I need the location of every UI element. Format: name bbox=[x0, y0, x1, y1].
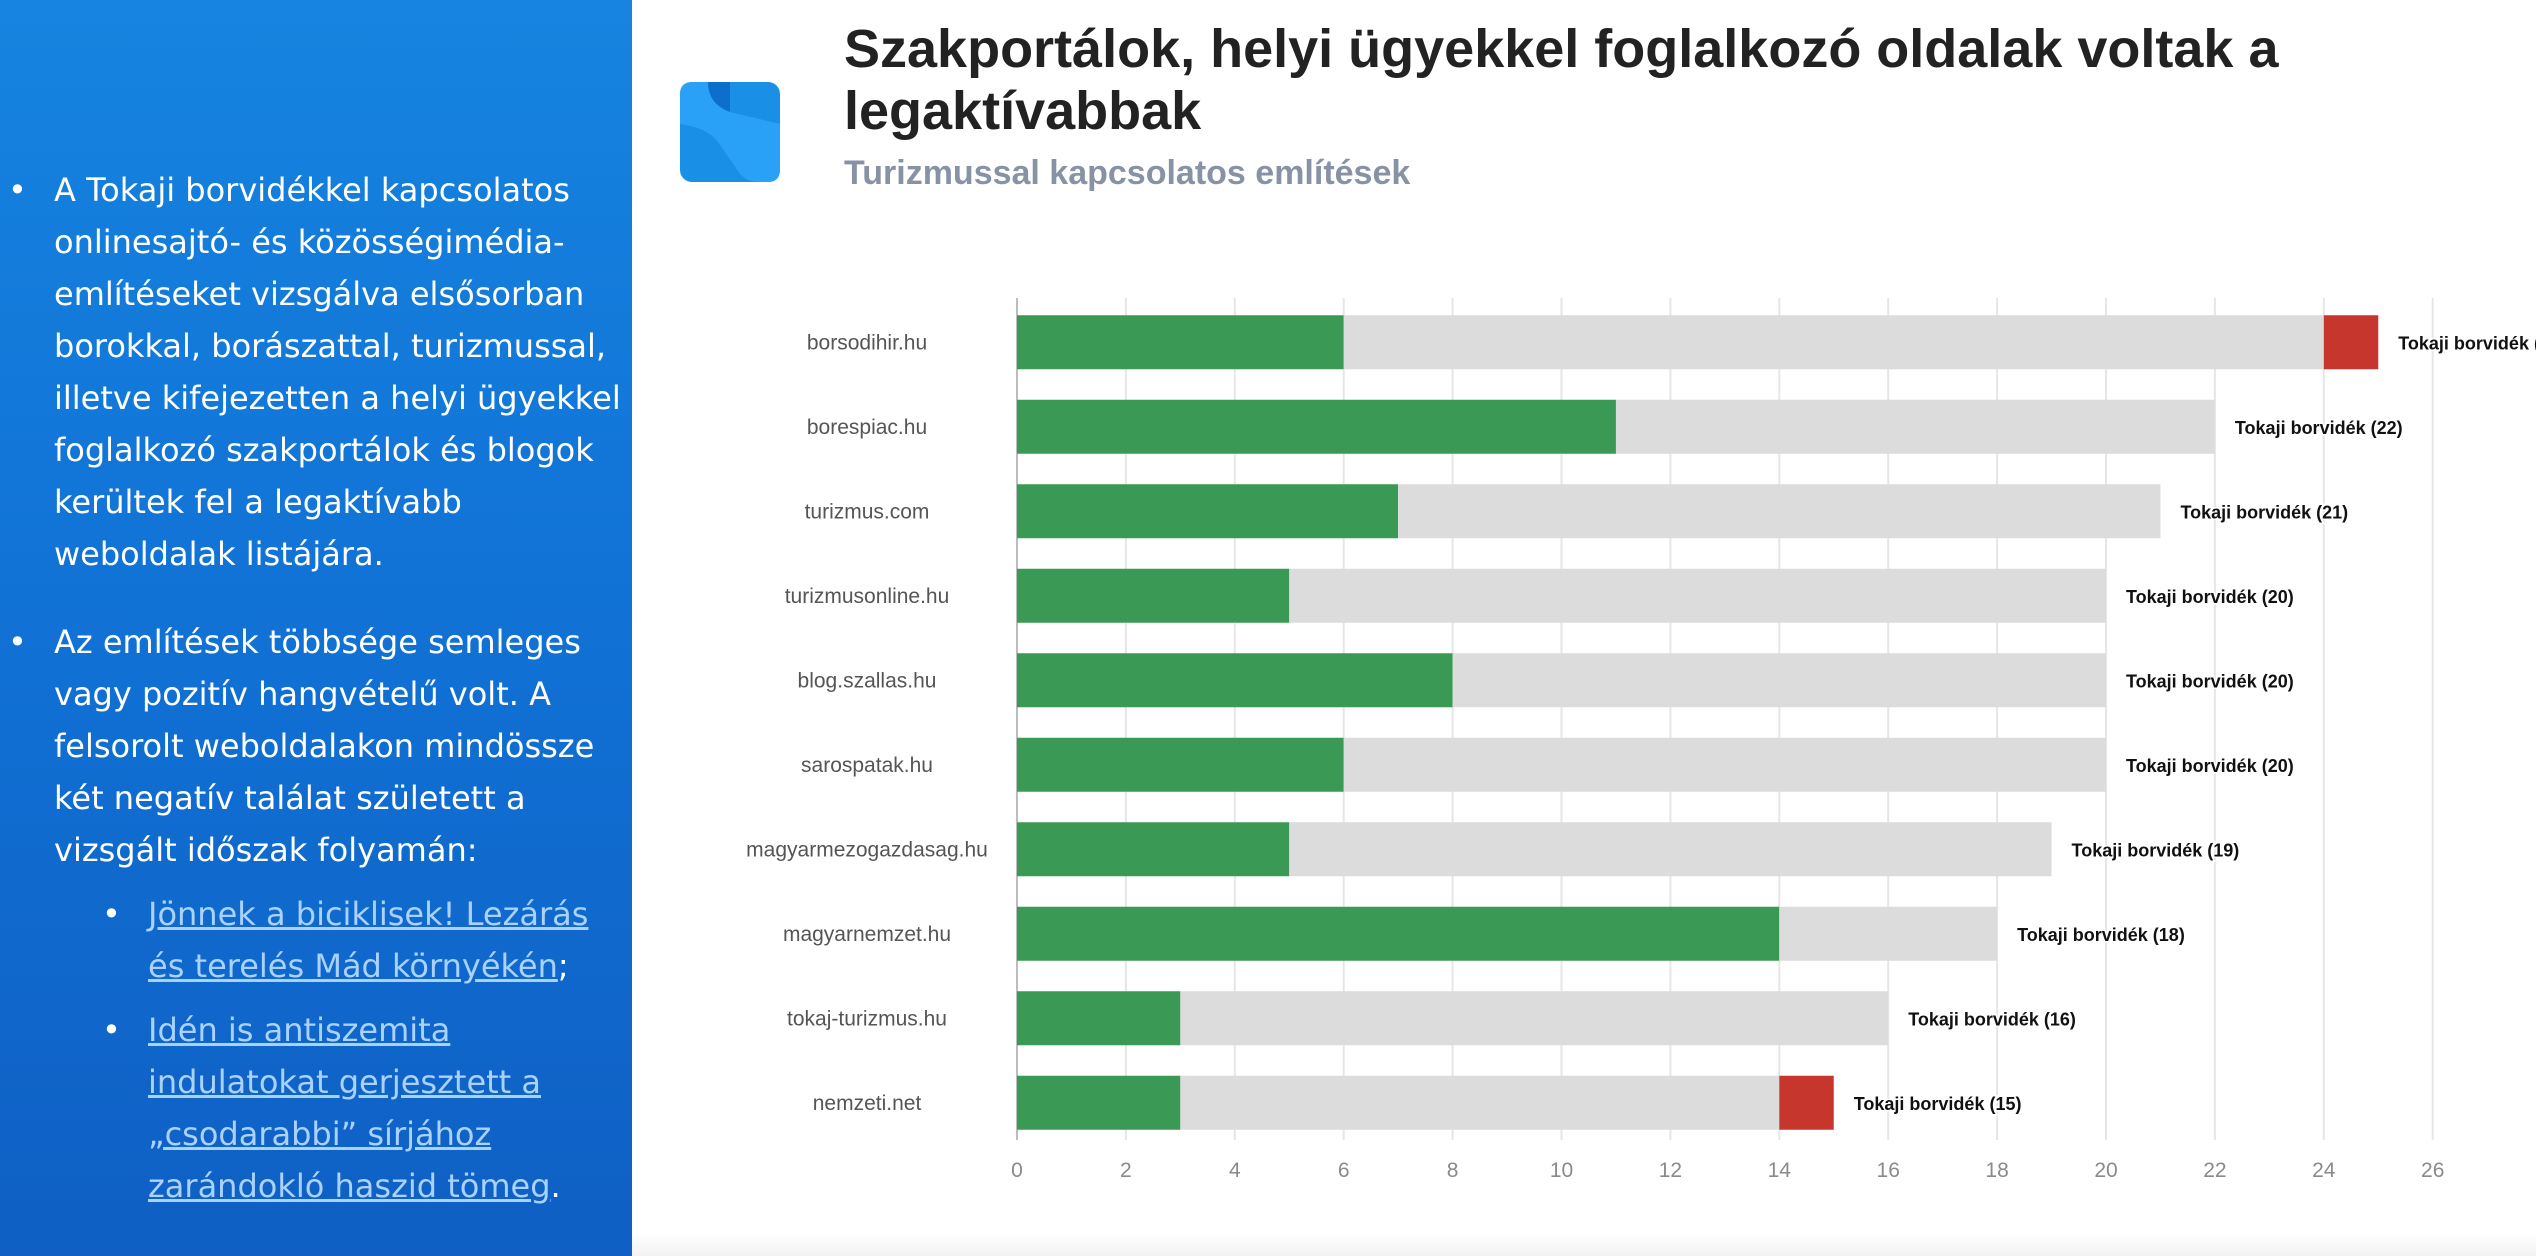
bar-segment bbox=[1017, 737, 1344, 792]
bar-segment bbox=[1615, 399, 2215, 454]
x-tick-label: 4 bbox=[1229, 1159, 1241, 1182]
x-tick-label: 22 bbox=[2203, 1159, 2226, 1182]
data-label: Tokaji borvidék (20) bbox=[2126, 587, 2294, 607]
bar-segment bbox=[1017, 399, 1616, 454]
bar-segment bbox=[1452, 653, 2106, 708]
bar-segment bbox=[1779, 1075, 1834, 1130]
category-label: tokaj-turizmus.hu bbox=[787, 1007, 947, 1030]
bar-segment bbox=[1017, 568, 1290, 623]
bar-segment bbox=[1017, 484, 1399, 539]
bar-segment bbox=[1343, 315, 2324, 370]
category-label: turizmusonline.hu bbox=[785, 585, 950, 608]
bar-segment bbox=[1289, 822, 2052, 877]
brand-logo-icon bbox=[680, 82, 780, 182]
data-label: Tokaji borvidék (15) bbox=[1854, 1094, 2022, 1114]
right-panel: Szakportálok, helyi ügyekkel foglalkozó … bbox=[632, 0, 2536, 1256]
data-label: Tokaji borvidék (19) bbox=[2072, 840, 2240, 860]
x-tick-label: 16 bbox=[1877, 1159, 1900, 1182]
sub-bullet-item: • Jönnek a biciklisek! Lezárás és terelé… bbox=[102, 888, 628, 992]
data-label: Tokaji borvidék (20) bbox=[2126, 671, 2294, 691]
category-label: borsodihir.hu bbox=[807, 331, 927, 354]
left-panel: • A Tokaji borvidékkel kapcsolatos onlin… bbox=[0, 0, 632, 1256]
bullet-dot: • bbox=[8, 171, 27, 209]
category-label: turizmus.com bbox=[805, 500, 930, 523]
data-label: Tokaji borvidék (16) bbox=[1908, 1009, 2076, 1029]
bullet-dot: • bbox=[102, 1011, 121, 1049]
link-suffix: . bbox=[550, 1167, 561, 1205]
bullet-dot: • bbox=[8, 623, 27, 661]
bar-segment bbox=[1017, 822, 1290, 877]
article-link[interactable]: Jönnek a biciklisek! Lezárás és terelés … bbox=[148, 895, 589, 985]
bar-segment bbox=[1017, 315, 1344, 370]
bullet-dot: • bbox=[102, 895, 121, 933]
x-tick-label: 26 bbox=[2421, 1159, 2444, 1182]
x-tick-label: 10 bbox=[1550, 1159, 1573, 1182]
bar-segment bbox=[1180, 1075, 1780, 1130]
category-label: nemzeti.net bbox=[813, 1092, 922, 1115]
bar-segment bbox=[1398, 484, 2161, 539]
x-tick-label: 20 bbox=[2094, 1159, 2117, 1182]
data-label: Tokaji borvidék (20) bbox=[2126, 756, 2294, 776]
category-label: magyarnemzet.hu bbox=[783, 923, 951, 946]
bullet-text: A Tokaji borvidékkel kapcsolatos onlines… bbox=[54, 171, 621, 573]
bar-segment bbox=[1289, 568, 2106, 623]
bar-segment bbox=[1779, 906, 1998, 961]
bullet-item: • Az említések többsége semleges vagy po… bbox=[8, 616, 629, 876]
x-tick-label: 14 bbox=[1768, 1159, 1792, 1182]
bar-segment bbox=[1017, 653, 1453, 708]
bar-segment bbox=[2323, 315, 2379, 370]
page-title: Szakportálok, helyi ügyekkel foglalkozó … bbox=[844, 19, 2279, 141]
x-tick-label: 2 bbox=[1120, 1159, 1132, 1182]
sub-bullet-item: • Idén is antiszemita indulatokat gerjes… bbox=[102, 1004, 628, 1212]
data-label: Tokaji borvidék (22) bbox=[2235, 418, 2403, 438]
bar-segment bbox=[1017, 906, 1780, 961]
category-label: magyarmezogazdasag.hu bbox=[746, 838, 988, 861]
category-label: sarospatak.hu bbox=[801, 754, 933, 777]
data-label: Tokaji borvidék (18) bbox=[2017, 925, 2185, 945]
bottom-shadow bbox=[632, 1232, 2536, 1256]
x-tick-label: 8 bbox=[1447, 1159, 1459, 1182]
x-tick-label: 6 bbox=[1338, 1159, 1350, 1182]
x-tick-label: 0 bbox=[1011, 1159, 1023, 1182]
data-label: Tokaji borvidék (21) bbox=[2180, 502, 2348, 522]
bar-segment bbox=[1017, 1075, 1181, 1130]
article-link[interactable]: Idén is antiszemita indulatokat gerjeszt… bbox=[148, 1011, 551, 1205]
data-label: Tokaji borvidék (25) bbox=[2398, 333, 2536, 353]
link-suffix: ; bbox=[557, 947, 569, 985]
bullet-item: • A Tokaji borvidékkel kapcsolatos onlin… bbox=[8, 164, 629, 580]
bar-segment bbox=[1343, 737, 2106, 792]
x-tick-label: 18 bbox=[1985, 1159, 2008, 1182]
category-label: blog.szallas.hu bbox=[798, 669, 937, 692]
category-label: borespiac.hu bbox=[807, 416, 927, 439]
x-tick-label: 24 bbox=[2312, 1159, 2336, 1182]
bar-segment bbox=[1017, 991, 1181, 1046]
bullet-text: Az említések többsége semleges vagy pozi… bbox=[54, 623, 595, 869]
x-tick-label: 12 bbox=[1659, 1159, 1682, 1182]
bar-segment bbox=[1180, 991, 1889, 1046]
page-subtitle: Turizmussal kapcsolatos említések bbox=[844, 154, 1411, 192]
